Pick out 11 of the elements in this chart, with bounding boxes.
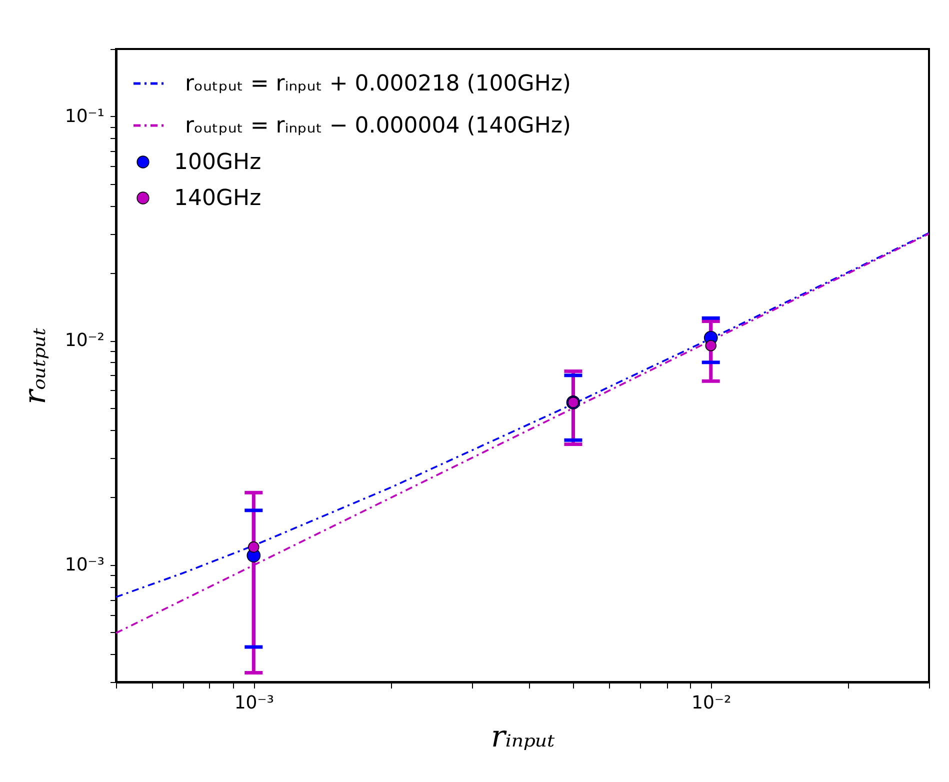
- y-tick-label: 10⁻¹: [64, 106, 104, 127]
- legend-label: 100GHz: [174, 150, 262, 175]
- y-tick-label: 10⁻²: [64, 330, 104, 352]
- legend-label: 140GHz: [174, 186, 262, 211]
- y-tick-label: 10⁻³: [64, 554, 104, 576]
- legend-label: rₒᵤₜₚᵤₜ = rᵢₙₚᵤₜ + 0.000218 (100GHz): [185, 72, 572, 96]
- x-axis-title: rᵢₙₚᵤₜ: [491, 720, 556, 754]
- legend-label: rₒᵤₜₚᵤₜ = rᵢₙₚᵤₜ − 0.000004 (140GHz): [185, 114, 572, 138]
- point: [705, 340, 716, 352]
- y-axis-title: rₒᵤₜₚᵤₜ: [18, 327, 53, 404]
- point: [248, 541, 260, 553]
